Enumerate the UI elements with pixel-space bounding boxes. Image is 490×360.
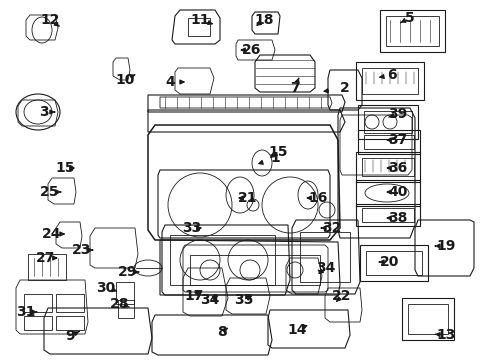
Text: 17: 17 bbox=[184, 289, 204, 303]
Text: 13: 13 bbox=[436, 328, 456, 342]
Text: 40: 40 bbox=[388, 185, 408, 199]
Text: 33: 33 bbox=[182, 221, 201, 235]
Text: 30: 30 bbox=[97, 281, 116, 295]
Text: 15: 15 bbox=[268, 145, 288, 159]
Text: 4: 4 bbox=[165, 75, 175, 89]
Text: 38: 38 bbox=[388, 211, 408, 225]
Text: 10: 10 bbox=[115, 73, 135, 87]
Text: 6: 6 bbox=[387, 68, 397, 82]
Text: 37: 37 bbox=[389, 133, 408, 147]
Text: 18: 18 bbox=[254, 13, 274, 27]
Text: 31: 31 bbox=[16, 305, 36, 319]
Text: 28: 28 bbox=[110, 297, 130, 311]
Text: 34: 34 bbox=[317, 261, 336, 275]
Text: 20: 20 bbox=[380, 255, 400, 269]
Text: 36: 36 bbox=[389, 161, 408, 175]
Text: 7: 7 bbox=[290, 81, 300, 95]
Text: 5: 5 bbox=[405, 11, 415, 25]
Text: 23: 23 bbox=[73, 243, 92, 257]
Text: 15: 15 bbox=[55, 161, 75, 175]
Text: 32: 32 bbox=[322, 221, 342, 235]
Text: 26: 26 bbox=[243, 43, 262, 57]
Text: 3: 3 bbox=[39, 105, 49, 119]
Text: 35: 35 bbox=[234, 293, 254, 307]
Text: 27: 27 bbox=[36, 251, 56, 265]
Text: 12: 12 bbox=[40, 13, 60, 27]
Text: 11: 11 bbox=[190, 13, 210, 27]
Text: 14: 14 bbox=[287, 323, 307, 337]
Text: 9: 9 bbox=[65, 329, 75, 343]
Text: 16: 16 bbox=[308, 191, 328, 205]
Text: 21: 21 bbox=[238, 191, 258, 205]
Text: 8: 8 bbox=[217, 325, 227, 339]
Text: 2: 2 bbox=[340, 81, 350, 95]
Text: 1: 1 bbox=[270, 151, 280, 165]
Text: 24: 24 bbox=[42, 227, 62, 241]
Text: 22: 22 bbox=[332, 289, 352, 303]
Text: 25: 25 bbox=[40, 185, 60, 199]
Text: 39: 39 bbox=[389, 107, 408, 121]
Text: 19: 19 bbox=[436, 239, 456, 253]
Text: 34: 34 bbox=[200, 293, 220, 307]
Text: 29: 29 bbox=[118, 265, 138, 279]
